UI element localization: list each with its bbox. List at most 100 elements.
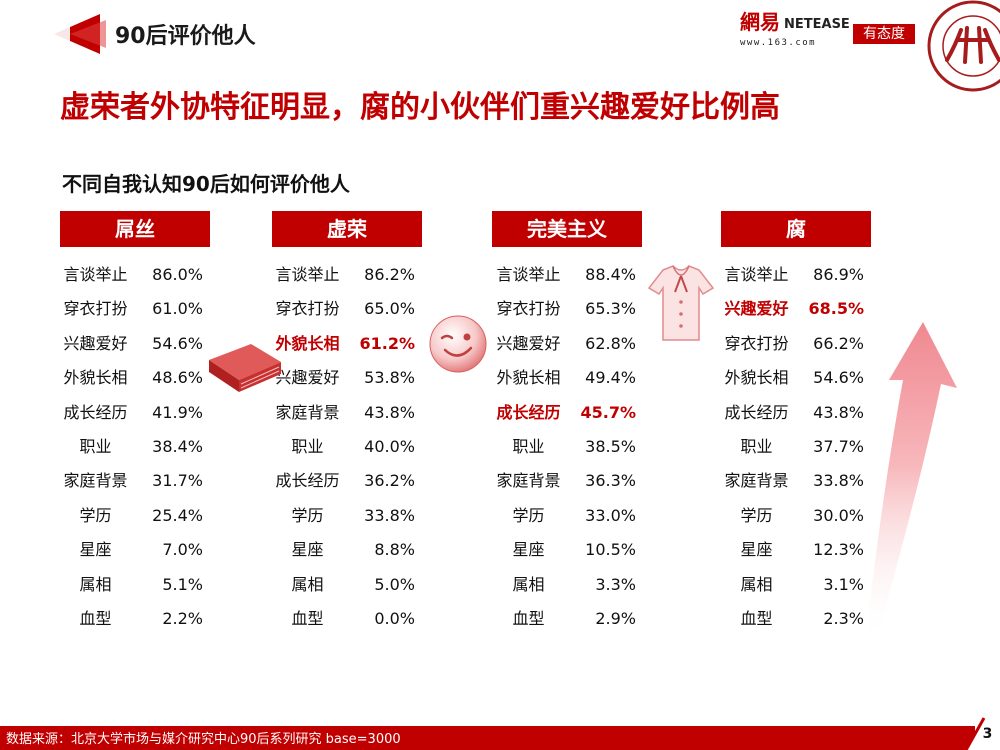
row-value: 66.2%: [813, 333, 864, 353]
svg-text:www.163.com: www.163.com: [740, 38, 816, 48]
row-label: 星座: [512, 540, 545, 560]
table-row: 学历 30.0%: [714, 503, 874, 529]
row-value: 33.8%: [364, 505, 415, 525]
row-label: 职业: [79, 437, 112, 456]
row-label: 言谈举止: [275, 265, 340, 284]
table-row: 外貌长相 54.6%: [714, 365, 874, 391]
row-value: 68.5%: [808, 299, 864, 319]
university-seal-icon: [927, 0, 1000, 92]
row-label: 外貌长相: [275, 333, 340, 353]
row-label: 星座: [740, 540, 773, 560]
row-value: 2.3%: [823, 609, 864, 628]
row-value: 0.0%: [374, 609, 415, 628]
row-label: 家庭背景: [63, 471, 128, 491]
row-value: 86.9%: [813, 265, 864, 284]
table-row: 穿衣打扮 66.2%: [714, 331, 874, 357]
table-row: 学历 33.8%: [265, 503, 425, 529]
row-value: 61.2%: [359, 333, 415, 353]
table-row: 外貌长相 61.2%: [265, 331, 425, 357]
row-value: 33.8%: [813, 471, 864, 491]
row-value: 3.3%: [595, 574, 636, 594]
row-value: 54.6%: [813, 368, 864, 388]
table-row: 血型 2.2%: [53, 606, 213, 632]
row-label: 血型: [740, 609, 773, 628]
row-label: 属相: [291, 574, 324, 594]
row-value: 86.0%: [152, 265, 203, 284]
svg-text:NETEASE: NETEASE: [784, 17, 850, 32]
table-row: 家庭背景 33.8%: [714, 468, 874, 494]
row-value: 88.4%: [585, 265, 636, 284]
footer-bar: [0, 726, 975, 750]
row-label: 言谈举止: [63, 265, 128, 284]
row-value: 36.3%: [585, 471, 636, 491]
table-row: 穿衣打扮 65.0%: [265, 296, 425, 322]
row-label: 外貌长相: [496, 368, 561, 388]
row-label: 外貌长相: [724, 368, 789, 388]
row-label: 兴趣爱好: [275, 368, 340, 388]
table-row: 成长经历 36.2%: [265, 468, 425, 494]
row-value: 12.3%: [813, 540, 864, 560]
row-value: 48.6%: [152, 368, 203, 388]
row-label: 血型: [512, 609, 545, 628]
row-label: 言谈举止: [724, 265, 789, 284]
row-label: 血型: [79, 609, 112, 628]
table-row: 属相 5.0%: [265, 572, 425, 598]
table-row: 血型 2.3%: [714, 606, 874, 632]
table-row: 职业 37.7%: [714, 434, 874, 460]
book-icon: [209, 344, 281, 392]
row-value: 53.8%: [364, 368, 415, 388]
row-label: 兴趣爱好: [496, 333, 561, 353]
wink-face-icon: [429, 315, 487, 373]
row-value: 3.1%: [823, 574, 864, 594]
row-value: 2.9%: [595, 609, 636, 628]
row-label: 星座: [291, 540, 324, 560]
row-value: 10.5%: [585, 540, 636, 560]
table-row: 兴趣爱好 53.8%: [265, 365, 425, 391]
table-subtitle: 不同自我认知90后如何评价他人: [62, 172, 350, 196]
table-row: 言谈举止 86.9%: [714, 262, 874, 288]
table-row: 星座 10.5%: [486, 537, 646, 563]
row-label: 成长经历: [63, 402, 128, 422]
row-value: 36.2%: [364, 471, 415, 491]
row-value: 38.5%: [585, 437, 636, 456]
row-value: 8.8%: [374, 540, 415, 560]
svg-text:網易: 網易: [740, 10, 780, 34]
row-label: 穿衣打扮: [724, 333, 789, 353]
row-label: 家庭背景: [724, 471, 789, 491]
netease-logo: 網易 NETEASE www.163.com: [740, 8, 852, 52]
table-row: 血型 0.0%: [265, 606, 425, 632]
row-value: 7.0%: [162, 540, 203, 560]
table-row: 家庭背景 31.7%: [53, 468, 213, 494]
row-label: 穿衣打扮: [275, 299, 340, 319]
row-value: 40.0%: [364, 437, 415, 456]
row-value: 49.4%: [585, 368, 636, 388]
row-label: 星座: [79, 540, 112, 560]
row-label: 外貌长相: [63, 368, 128, 388]
row-label: 属相: [79, 574, 112, 594]
section-title: 90后评价他人: [115, 24, 256, 49]
header-chevron-icon: [50, 14, 106, 54]
row-label: 职业: [291, 437, 324, 456]
table-row: 星座 7.0%: [53, 537, 213, 563]
rising-arrow-icon: [865, 322, 957, 643]
table-row: 学历 25.4%: [53, 503, 213, 529]
headline: 虚荣者外协特征明显，腐的小伙伴们重兴趣爱好比例高: [60, 90, 780, 125]
row-value: 45.7%: [580, 402, 636, 422]
row-label: 学历: [79, 505, 112, 525]
column-header: 虚荣: [272, 211, 422, 247]
table-row: 成长经历 43.8%: [714, 400, 874, 426]
row-value: 37.7%: [813, 437, 864, 456]
row-value: 5.0%: [374, 574, 415, 594]
row-label: 家庭背景: [496, 471, 561, 491]
row-label: 学历: [740, 505, 773, 525]
table-row: 星座 8.8%: [265, 537, 425, 563]
table-row: 职业 38.4%: [53, 434, 213, 460]
data-source-note: 数据来源：北京大学市场与媒介研究中心90后系列研究 base=3000: [6, 732, 401, 747]
column-header: 完美主义: [492, 211, 642, 247]
row-label: 成长经历: [724, 402, 789, 422]
row-value: 41.9%: [152, 402, 203, 422]
row-value: 5.1%: [162, 574, 203, 594]
row-value: 33.0%: [585, 505, 636, 525]
blouse-icon: [647, 265, 715, 341]
table-row: 血型 2.9%: [486, 606, 646, 632]
